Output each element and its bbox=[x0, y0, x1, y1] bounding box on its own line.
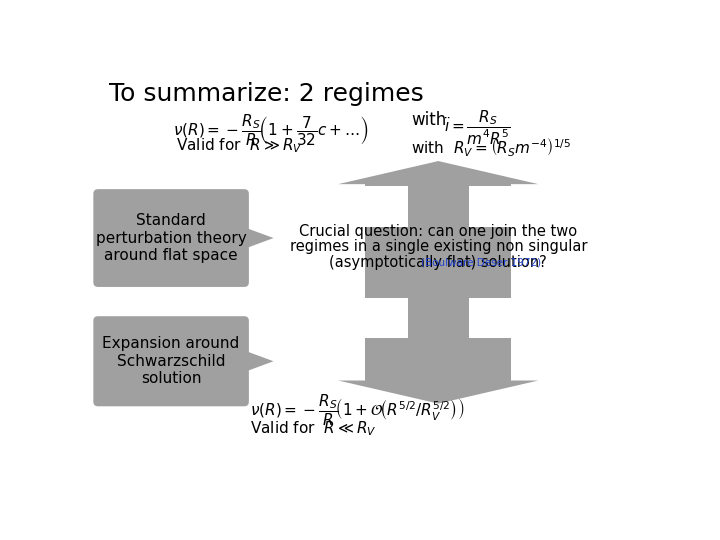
Text: Expansion around
Schwarzschild
solution: Expansion around Schwarzschild solution bbox=[102, 336, 240, 386]
Text: $\nu(R) = -\dfrac{R_S}{R}\!\left(1+\dfrac{7}{32}c+\ldots\right)$: $\nu(R) = -\dfrac{R_S}{R}\!\left(1+\dfra… bbox=[173, 112, 369, 148]
Text: Valid for $\ R \ll R_V$: Valid for $\ R \ll R_V$ bbox=[250, 419, 376, 438]
Bar bbox=[469, 186, 512, 226]
Text: To summarize: 2 regimes: To summarize: 2 regimes bbox=[109, 82, 423, 106]
Polygon shape bbox=[244, 227, 274, 249]
Bar bbox=[364, 298, 408, 338]
Text: $\nu(R) = -\dfrac{R_S}{R}\!\left(1+\mathcal{O}\!\left(R^{5/2}/R_V^{5/2}\right)\r: $\nu(R) = -\dfrac{R_S}{R}\!\left(1+\math… bbox=[250, 392, 464, 428]
Bar bbox=[469, 298, 512, 338]
Text: $\ddot{\imath} = \dfrac{R_S}{m^4R^5}$: $\ddot{\imath} = \dfrac{R_S}{m^4R^5}$ bbox=[444, 109, 511, 147]
Text: Crucial question: can one join the two: Crucial question: can one join the two bbox=[300, 224, 577, 239]
FancyBboxPatch shape bbox=[94, 189, 249, 287]
Polygon shape bbox=[338, 381, 539, 403]
Bar bbox=[364, 186, 408, 226]
Text: Standard
perturbation theory
around flat space: Standard perturbation theory around flat… bbox=[96, 213, 246, 263]
Text: (Boulware Deser 1972): (Boulware Deser 1972) bbox=[420, 257, 541, 267]
Polygon shape bbox=[365, 184, 511, 381]
FancyBboxPatch shape bbox=[94, 316, 249, 406]
Text: with $\ R_V = \left(R_S m^{-4}\right)^{1/5}$: with $\ R_V = \left(R_S m^{-4}\right)^{1… bbox=[411, 137, 572, 158]
Text: regimes in a single existing non singular: regimes in a single existing non singula… bbox=[289, 239, 587, 254]
Polygon shape bbox=[244, 350, 274, 372]
Text: with: with bbox=[411, 111, 446, 129]
Text: (asymptotically flat) solution?: (asymptotically flat) solution? bbox=[330, 255, 547, 270]
Polygon shape bbox=[338, 161, 539, 184]
Text: Valid for $\ R \gg R_V$: Valid for $\ R \gg R_V$ bbox=[176, 137, 303, 155]
